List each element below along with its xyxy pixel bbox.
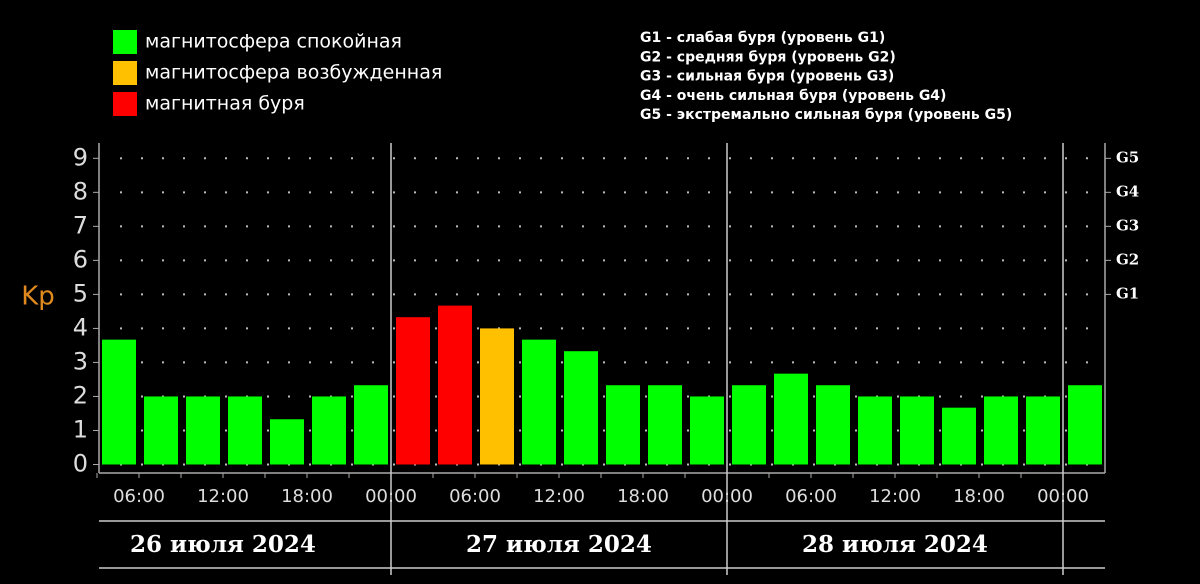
y2-tick-label: G5: [1116, 148, 1139, 166]
bar: [900, 396, 934, 465]
x-tick-label: 06:00: [785, 486, 837, 507]
x-tick-label: 00:00: [365, 486, 417, 507]
bar: [228, 396, 262, 465]
date-label: 27 июля 2024: [466, 531, 652, 558]
x-tick-label: 00:00: [1037, 486, 1089, 507]
bar: [396, 317, 430, 465]
x-tick-label: 18:00: [953, 486, 1005, 507]
legend-swatch: [113, 61, 137, 85]
y-tick-label: 2: [73, 381, 88, 409]
storm-level-note: G1 - слабая буря (уровень G1): [640, 30, 885, 46]
storm-level-note: G2 - средняя буря (уровень G2): [640, 49, 896, 65]
legend-label: магнитосфера возбужденная: [145, 62, 442, 84]
y2-tick-label: G3: [1116, 216, 1139, 234]
x-tick-label: 00:00: [701, 486, 753, 507]
storm-level-note: G4 - очень сильная буря (уровень G4): [640, 88, 946, 104]
x-tick-label: 18:00: [281, 486, 333, 507]
bar: [606, 385, 640, 465]
bar: [186, 396, 220, 465]
bar: [732, 385, 766, 465]
x-tick-label: 06:00: [449, 486, 501, 507]
bar: [480, 328, 514, 465]
y-tick-label: 1: [73, 415, 88, 443]
date-label: 28 июля 2024: [802, 531, 988, 558]
storm-level-note: G5 - экстремально сильная буря (уровень …: [640, 107, 1012, 123]
storm-level-note: G3 - сильная буря (уровень G3): [640, 69, 894, 85]
bar: [690, 396, 724, 465]
bar: [354, 385, 388, 465]
y-tick-label: 7: [73, 211, 88, 239]
y-tick-label: 8: [73, 177, 88, 205]
bar: [1026, 396, 1060, 465]
bar: [270, 419, 304, 465]
bar: [1068, 385, 1102, 465]
y-axis-label: Kp: [21, 282, 55, 312]
legend-swatch: [113, 92, 137, 116]
y-tick-label: 0: [73, 449, 88, 477]
bar: [312, 396, 346, 465]
y2-tick-label: G4: [1116, 182, 1139, 200]
y-tick-label: 3: [73, 347, 88, 375]
bar: [984, 396, 1018, 465]
background-glow: [340, 0, 780, 90]
x-tick-label: 06:00: [113, 486, 165, 507]
bar: [564, 351, 598, 465]
bar: [858, 396, 892, 465]
bar: [522, 339, 556, 465]
bar: [942, 407, 976, 465]
bar: [648, 385, 682, 465]
legend-label: магнитная буря: [145, 93, 305, 115]
bar: [102, 339, 136, 465]
y2-tick-label: G1: [1116, 284, 1139, 302]
legend-label: магнитосфера спокойная: [145, 31, 402, 53]
bar: [144, 396, 178, 465]
y-tick-label: 5: [73, 279, 88, 307]
y2-tick-label: G2: [1116, 250, 1139, 268]
x-tick-label: 12:00: [197, 486, 249, 507]
date-label: 26 июля 2024: [130, 531, 316, 558]
x-tick-label: 12:00: [869, 486, 921, 507]
bar: [774, 373, 808, 465]
y-tick-label: 4: [73, 313, 88, 341]
x-tick-label: 12:00: [533, 486, 585, 507]
bar: [438, 305, 472, 465]
y-tick-label: 6: [73, 245, 88, 273]
y-tick-label: 9: [73, 143, 88, 171]
x-tick-label: 18:00: [617, 486, 669, 507]
legend-swatch: [113, 30, 137, 54]
bar: [816, 385, 850, 465]
